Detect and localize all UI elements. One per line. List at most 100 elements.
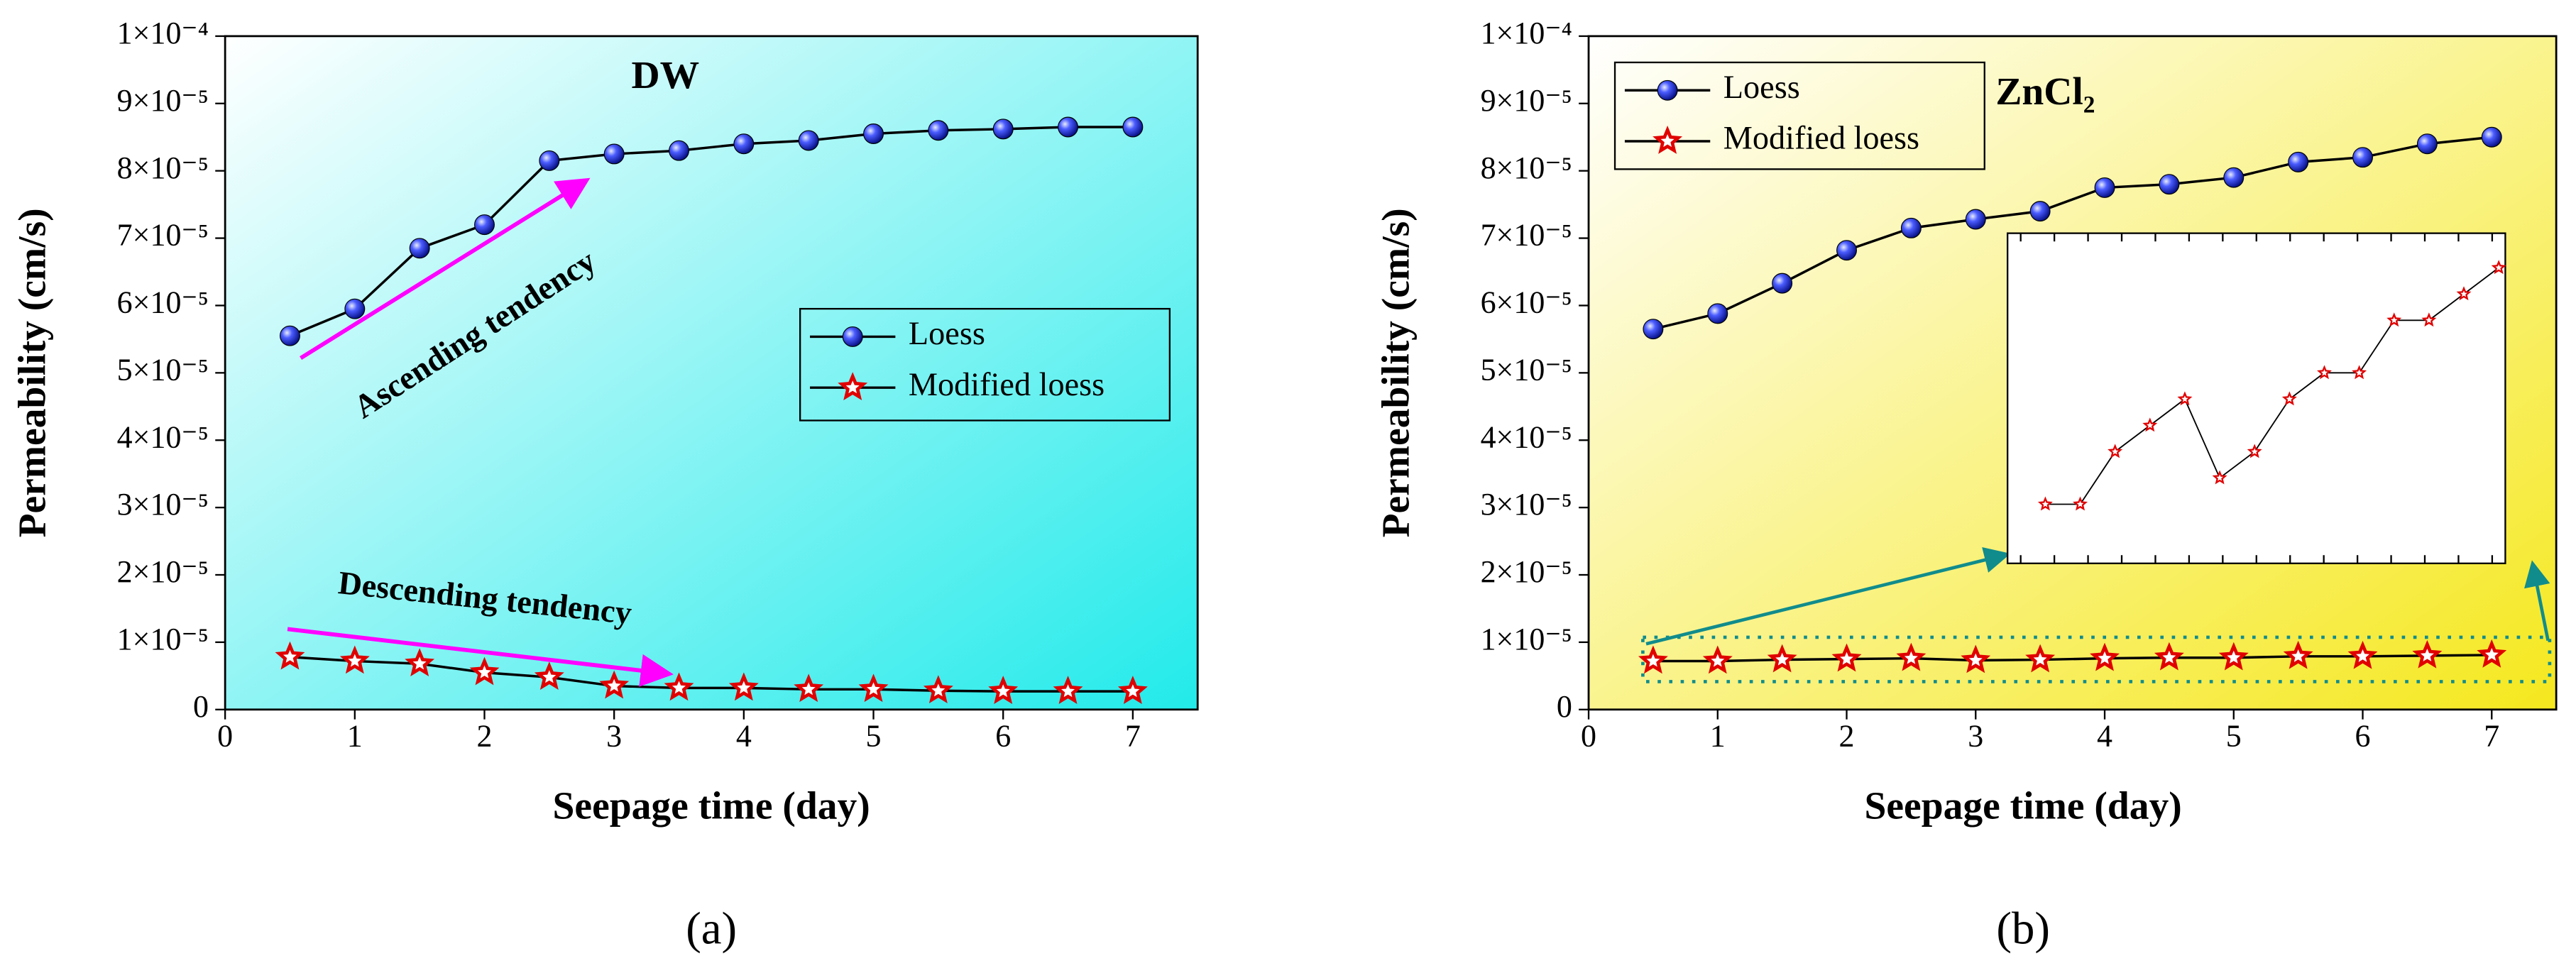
marker <box>1836 240 1857 261</box>
marker <box>344 298 366 319</box>
marker <box>1772 273 1793 294</box>
marker <box>2037 496 2053 511</box>
marker <box>2159 174 2180 195</box>
y-axis-label: Permeability (cm/s) <box>11 208 55 537</box>
x-tick-label: 7 <box>2484 719 2499 754</box>
y-tick-label: 5×10⁻⁵ <box>117 352 209 387</box>
marker <box>2108 444 2123 458</box>
marker <box>1767 644 1797 673</box>
x-tick-label: 3 <box>1968 719 1983 754</box>
arrow <box>287 627 674 687</box>
x-axis-label: Seepage time (day) <box>1865 785 2182 828</box>
marker <box>923 675 953 703</box>
marker <box>1122 116 1144 138</box>
marker <box>1702 645 1733 674</box>
marker <box>2177 391 2193 406</box>
marker <box>1900 217 1922 238</box>
marker <box>728 672 759 701</box>
y-tick-label: 1×10⁻⁵ <box>117 622 209 656</box>
marker <box>2421 312 2437 327</box>
marker <box>2090 642 2120 671</box>
x-tick-label: 1 <box>347 719 363 754</box>
y-tick-label: 9×10⁻⁵ <box>117 83 209 118</box>
marker <box>2416 133 2438 155</box>
marker <box>2352 147 2373 168</box>
legend-marker <box>1657 79 1678 101</box>
caption: (a) <box>686 903 737 954</box>
marker <box>1058 116 1079 138</box>
y-tick-label: 8×10⁻⁵ <box>117 150 209 185</box>
x-tick-label: 5 <box>2226 719 2242 754</box>
marker <box>469 656 500 686</box>
x-axis-label: Seepage time (day) <box>553 785 870 828</box>
marker <box>2412 639 2443 669</box>
zoom-region <box>1641 635 2552 683</box>
y-tick-label: 1×10⁻⁵ <box>1481 622 1572 656</box>
marker <box>2247 444 2262 458</box>
marker <box>669 140 689 161</box>
marker <box>2317 365 2332 380</box>
x-tick-label: 4 <box>2097 719 2112 754</box>
y-tick-label: 2×10⁻⁵ <box>1481 554 1572 589</box>
marker <box>2073 496 2088 511</box>
x-tick-label: 2 <box>476 719 492 754</box>
y-tick-label: 8×10⁻⁵ <box>1481 150 1572 185</box>
marker <box>603 143 625 165</box>
marker <box>1117 676 1148 704</box>
marker <box>794 674 824 703</box>
marker <box>2142 417 2158 432</box>
marker <box>2491 260 2506 275</box>
y-tick-label: 2×10⁻⁵ <box>117 554 209 589</box>
marker <box>405 648 435 677</box>
marker <box>2456 286 2472 301</box>
x-tick-label: 4 <box>736 719 752 754</box>
legend-label: Modified loess <box>1723 121 1919 157</box>
marker <box>2481 126 2502 148</box>
marker <box>280 325 300 346</box>
x-tick-label: 3 <box>606 719 622 754</box>
y-tick-label: 3×10⁻⁵ <box>117 487 209 522</box>
legend-marker <box>838 372 868 400</box>
y-tick-label: 5×10⁻⁵ <box>1481 352 1572 387</box>
marker <box>599 670 630 699</box>
marker <box>2386 312 2402 327</box>
y-tick-label: 6×10⁻⁵ <box>1481 285 1572 320</box>
marker <box>2283 640 2313 669</box>
legend-label: Modified loess <box>909 367 1105 403</box>
marker <box>2281 391 2297 406</box>
x-tick-label: 6 <box>2355 719 2371 754</box>
legend-label: Loess <box>909 316 985 352</box>
y-axis-label: Permeability (cm/s) <box>1375 208 1418 537</box>
x-tick-label: 0 <box>217 719 233 754</box>
marker <box>928 120 949 141</box>
marker <box>1707 303 1728 324</box>
legend-box <box>799 307 1171 422</box>
x-tick-label: 1 <box>1710 719 1726 754</box>
marker <box>1965 209 1986 230</box>
y-tick-label: 9×10⁻⁵ <box>1481 83 1572 118</box>
marker <box>539 150 560 171</box>
y-tick-label: 6×10⁻⁵ <box>117 285 209 320</box>
arrow <box>300 177 591 360</box>
legend-marker <box>1653 126 1683 154</box>
marker <box>992 119 1014 140</box>
marker <box>858 674 889 703</box>
y-tick-label: 7×10⁻⁵ <box>117 218 209 253</box>
marker <box>2352 365 2367 380</box>
marker <box>1638 645 1668 674</box>
caption: (b) <box>1996 903 2050 954</box>
x-tick-label: 0 <box>1581 719 1596 754</box>
marker <box>2223 167 2245 188</box>
x-tick-label: 7 <box>1125 719 1141 754</box>
x-tick-label: 2 <box>1839 719 1855 754</box>
marker <box>275 641 305 670</box>
x-tick-label: 5 <box>866 719 882 754</box>
series-line <box>1653 654 2492 663</box>
y-tick-label: 4×10⁻⁵ <box>1481 419 1572 454</box>
inset <box>2007 232 2506 564</box>
chart-title: DW <box>632 54 700 97</box>
series-line <box>1653 136 2492 331</box>
marker <box>2288 151 2309 172</box>
marker <box>2218 642 2249 671</box>
marker <box>339 645 370 674</box>
